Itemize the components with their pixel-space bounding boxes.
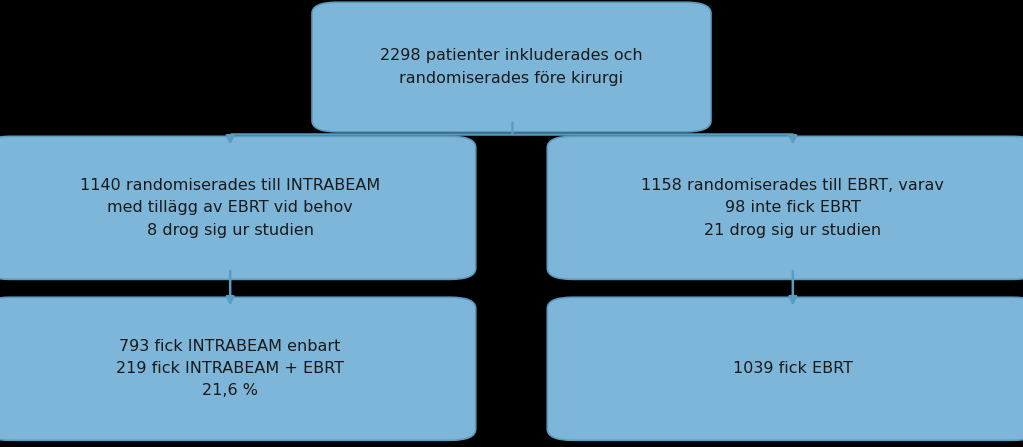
Text: 1140 randomiserades till INTRABEAM
med tillägg av EBRT vid behov
8 drog sig ur s: 1140 randomiserades till INTRABEAM med t…	[80, 178, 381, 237]
Text: 1158 randomiserades till EBRT, varav
98 inte fick EBRT
21 drog sig ur studien: 1158 randomiserades till EBRT, varav 98 …	[641, 178, 944, 237]
FancyBboxPatch shape	[0, 297, 476, 440]
Text: 793 fick INTRABEAM enbart
219 fick INTRABEAM + EBRT
21,6 %: 793 fick INTRABEAM enbart 219 fick INTRA…	[117, 339, 344, 398]
FancyBboxPatch shape	[547, 297, 1023, 440]
FancyBboxPatch shape	[0, 136, 476, 279]
FancyBboxPatch shape	[547, 136, 1023, 279]
FancyBboxPatch shape	[312, 2, 711, 132]
Text: 1039 fick EBRT: 1039 fick EBRT	[732, 361, 853, 376]
Text: 2298 patienter inkluderades och
randomiserades före kirurgi: 2298 patienter inkluderades och randomis…	[381, 48, 642, 86]
